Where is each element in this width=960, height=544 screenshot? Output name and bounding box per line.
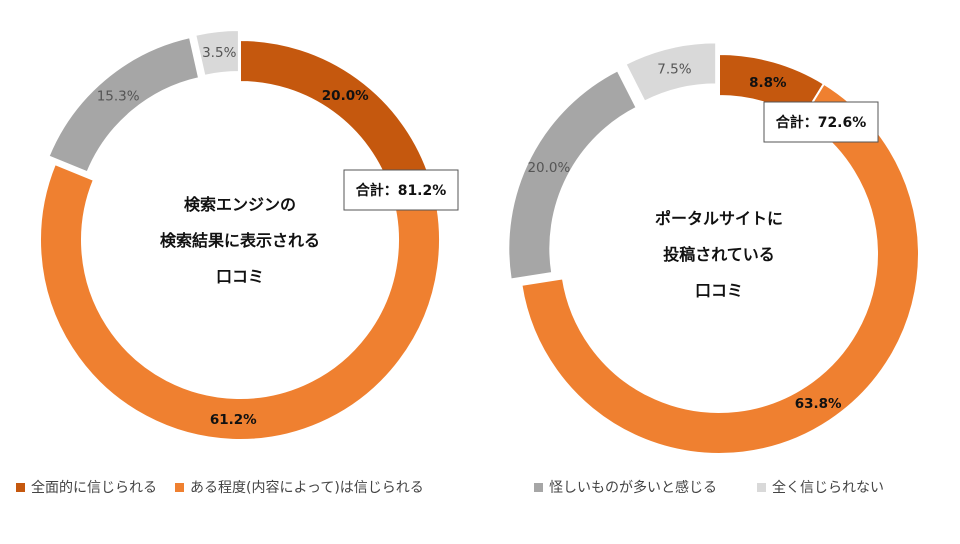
- data-label-not-trust: 7.5%: [657, 61, 691, 77]
- center-title-line: 口コミ: [216, 267, 264, 286]
- total-label: 合計：81.2%: [356, 182, 447, 199]
- center-title-line: 口コミ: [695, 281, 743, 300]
- donut-segment-fully-trust: [239, 38, 432, 193]
- legend-item-not-trust: 全く信じられない: [757, 477, 884, 497]
- legend-swatch: [175, 482, 184, 492]
- legend-label: ある程度(内容によって)は信じられる: [190, 480, 424, 496]
- legend-swatch: [534, 482, 543, 492]
- data-label-suspicious: 20.0%: [527, 160, 570, 176]
- legend-label: 全面的に信じられる: [31, 480, 157, 496]
- center-title-line: ポータルサイトに: [655, 209, 783, 228]
- donut-segment-suspicious: [507, 68, 638, 281]
- data-label-somewhat-trust: 61.2%: [210, 412, 257, 428]
- center-title-line: 検索エンジンの: [184, 195, 296, 214]
- legend-left: 全面的に信じられる ある程度(内容によって)は信じられる: [16, 477, 442, 497]
- donut-segment-somewhat-trust: [39, 162, 441, 441]
- center-title-line: 検索結果に表示される: [160, 231, 320, 250]
- total-callout: 合計：81.2%: [343, 169, 459, 211]
- legend-item-fully-trust: 全面的に信じられる: [16, 477, 157, 497]
- legend-right: 怪しいものが多いと感じる 全く信じられない: [534, 477, 902, 497]
- data-label-fully-trust: 20.0%: [322, 88, 369, 104]
- data-label-somewhat-trust: 63.8%: [795, 396, 842, 412]
- legend-swatch: [757, 482, 766, 492]
- total-callout-box: [343, 169, 459, 211]
- legend-label: 怪しいものが多いと感じる: [549, 480, 717, 496]
- donut-segment-not-trust: [624, 41, 718, 103]
- legend-item-somewhat-trust: ある程度(内容によって)は信じられる: [175, 477, 424, 497]
- total-label: 合計：72.6%: [776, 114, 867, 131]
- legend-item-suspicious: 怪しいものが多いと感じる: [534, 477, 717, 497]
- center-title-line: 投稿されている: [663, 245, 775, 264]
- total-callout: 合計：72.6%: [763, 101, 879, 143]
- donut-segment-somewhat-trust: [520, 82, 920, 455]
- data-label-not-trust: 3.5%: [202, 45, 236, 61]
- total-callout-box: [763, 101, 879, 143]
- donut-segment-not-trust: [194, 29, 240, 78]
- data-label-suspicious: 15.3%: [97, 89, 140, 105]
- legend-swatch: [16, 482, 25, 492]
- data-label-fully-trust: 8.8%: [749, 75, 787, 91]
- legend-label: 全く信じられない: [772, 480, 884, 496]
- donut-segment-suspicious: [47, 35, 201, 174]
